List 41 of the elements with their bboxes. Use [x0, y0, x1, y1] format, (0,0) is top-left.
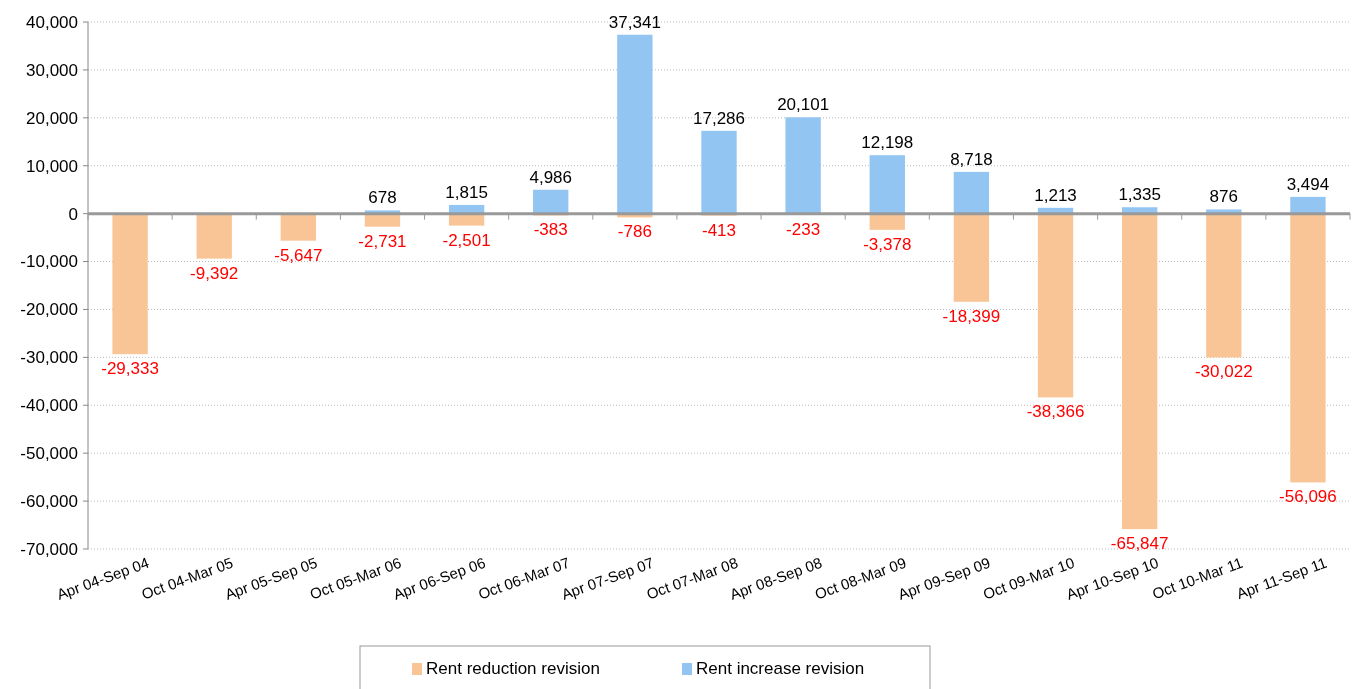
- data-label: 1,335: [1118, 185, 1161, 205]
- y-tick-label: -60,000: [20, 492, 78, 512]
- data-label: 876: [1209, 187, 1238, 207]
- y-tick-label: -50,000: [20, 444, 78, 464]
- data-label: -786: [617, 222, 652, 242]
- data-label: 4,986: [529, 167, 573, 187]
- data-label: 1,815: [445, 182, 488, 202]
- y-tick-label: 10,000: [26, 156, 78, 176]
- y-tick-label: -30,000: [20, 348, 78, 368]
- y-tick-label: -20,000: [20, 300, 78, 320]
- y-tick-label: 40,000: [26, 12, 78, 32]
- data-label: -38,366: [1026, 402, 1085, 422]
- data-label: -56,096: [1279, 487, 1337, 507]
- data-label: 17,286: [693, 108, 745, 128]
- data-label: 678: [368, 188, 397, 208]
- data-label: 37,341: [608, 12, 661, 32]
- legend-label: Rent reduction revision: [426, 659, 600, 678]
- data-label: -3,378: [863, 234, 912, 254]
- data-label: -383: [533, 220, 568, 240]
- y-tick-label: 30,000: [26, 60, 78, 80]
- data-label: -65,847: [1110, 534, 1169, 554]
- data-label: -2,731: [358, 231, 407, 251]
- y-tick-label: 20,000: [26, 108, 78, 128]
- data-label: -9,392: [190, 263, 239, 283]
- data-label: 3,494: [1286, 174, 1330, 194]
- data-label: 8,718: [950, 149, 993, 169]
- data-label: -5,647: [274, 245, 323, 265]
- data-label: 20,101: [777, 95, 830, 115]
- y-tick-label: -70,000: [20, 539, 78, 559]
- y-tick-label: -10,000: [20, 252, 78, 272]
- data-label: 12,198: [861, 133, 914, 153]
- y-tick-label: -40,000: [20, 396, 78, 416]
- data-label: -29,333: [101, 359, 159, 379]
- data-label: 1,213: [1034, 185, 1077, 205]
- data-label: -18,399: [942, 306, 1001, 326]
- y-tick-label: 0: [68, 204, 78, 224]
- data-label: -233: [786, 219, 821, 239]
- legend-label: Rent increase revision: [696, 659, 865, 678]
- data-label: -30,022: [1194, 362, 1253, 382]
- data-label: -2,501: [442, 230, 491, 250]
- data-label: -413: [701, 220, 737, 240]
